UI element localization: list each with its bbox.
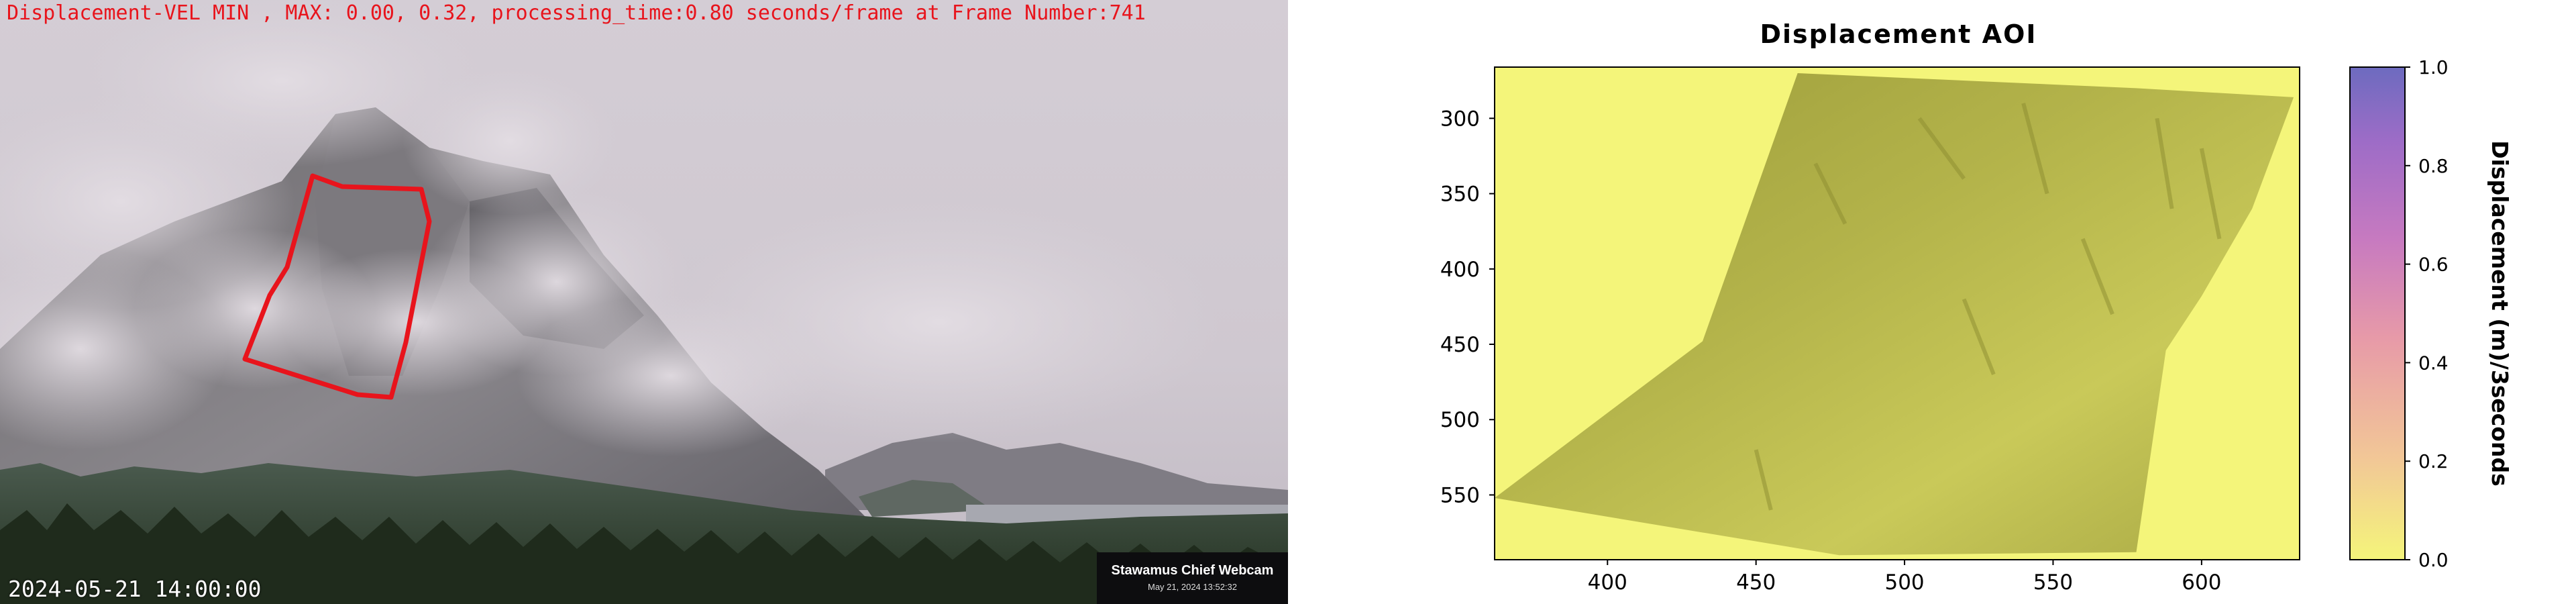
y-tick-label: 400 bbox=[1440, 258, 1480, 282]
x-tick-label: 450 bbox=[1736, 570, 1776, 595]
colorbar-tick-label: 0.2 bbox=[2418, 450, 2449, 472]
colorbar-gradient bbox=[2349, 66, 2406, 560]
heatmap-texture-streak bbox=[1962, 298, 1996, 376]
heatmap-texture-streak bbox=[1813, 162, 1847, 225]
y-tick-label: 300 bbox=[1440, 107, 1480, 131]
x-tick-label: 600 bbox=[2182, 570, 2221, 595]
colorbar-tick-label: 1.0 bbox=[2418, 56, 2449, 79]
plot-title: Displacement AOI bbox=[1760, 19, 2037, 49]
colorbar-tick-label: 0.0 bbox=[2418, 549, 2449, 571]
plot-axes: 400 450 500 550 600 300 350 400 450 500 550 bbox=[1440, 66, 2300, 595]
aoi-outline bbox=[242, 173, 432, 400]
colorbar-label: Displacement (m)/3seconds bbox=[2487, 140, 2513, 487]
displacement-heatmap: Displacement AOI 400 450 500 550 60030035040… bbox=[1440, 19, 2513, 595]
heatmap-texture-streak bbox=[1917, 117, 1966, 180]
y-tick-label: 500 bbox=[1440, 408, 1480, 432]
displacement-plot-panel: Displacement AOI 400 450 500 550 600 300 350 40… bbox=[1288, 0, 2576, 604]
colorbar: 0.0 0.2 0.4 0.6 0.8 1.0 Displacement (m)/3seco… bbox=[2349, 56, 2513, 571]
webcam-panel: Displacement-VEL MIN , MAX: 0.00, 0.32, … bbox=[0, 0, 1288, 604]
axes-frame bbox=[1494, 66, 2300, 560]
heatmap-texture-streak bbox=[2155, 117, 2174, 209]
heatmap-texture-streak bbox=[2080, 238, 2114, 315]
colorbar-tick-label: 0.4 bbox=[2418, 352, 2449, 374]
webcam-badge-title: Stawamus Chief Webcam bbox=[1111, 563, 1274, 578]
webcam-badge-subtitle: May 21, 2024 13:52:32 bbox=[1148, 582, 1237, 592]
colorbar-tick-label: 0.6 bbox=[2418, 254, 2449, 276]
y-tick-label: 450 bbox=[1440, 333, 1480, 357]
heatmap-texture-streak bbox=[2021, 103, 2049, 195]
displacement-header-text: Displacement-VEL MIN , MAX: 0.00, 0.32, … bbox=[7, 1, 1146, 25]
x-tick-label: 500 bbox=[1884, 570, 1924, 595]
webcam-badge: Stawamus Chief Webcam May 21, 2024 13:52… bbox=[1097, 552, 1288, 604]
x-tick-label: 400 bbox=[1588, 570, 1627, 595]
x-tick-label: 550 bbox=[2033, 570, 2073, 595]
heatmap-texture-streak bbox=[1754, 449, 1773, 511]
y-tick-label: 350 bbox=[1440, 183, 1480, 207]
timestamp-overlay: 2024-05-21 14:00:00 bbox=[8, 576, 262, 602]
heatmap-texture-streak bbox=[2199, 148, 2222, 240]
webcam-image bbox=[0, 0, 1288, 604]
y-tick-label: 550 bbox=[1440, 483, 1480, 507]
colorbar-tick-label: 0.8 bbox=[2418, 155, 2449, 177]
aoi-heatmap-region bbox=[1495, 73, 2294, 556]
